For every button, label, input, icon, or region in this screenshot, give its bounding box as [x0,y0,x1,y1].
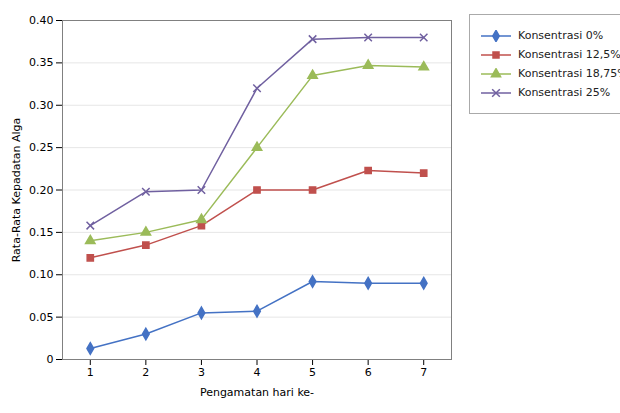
svg-text:0.25: 0.25 [29,141,54,154]
svg-text:3: 3 [198,366,205,379]
svg-text:5: 5 [309,366,316,379]
svg-text:7: 7 [420,366,427,379]
svg-text:0.05: 0.05 [29,311,54,324]
svg-text:Rata-Rata Kepadatan Alga: Rata-Rata Kepadatan Alga [10,118,23,263]
svg-text:4: 4 [254,366,261,379]
svg-text:0.40: 0.40 [29,14,54,27]
svg-text:0.30: 0.30 [29,99,54,112]
svg-text:0.20: 0.20 [29,184,54,197]
svg-text:0.15: 0.15 [29,226,54,239]
html-text:Konsentrasi 25%: Konsentrasi 25% [518,86,611,99]
svg-text:0: 0 [47,353,54,366]
svg-text:0.35: 0.35 [29,56,54,69]
html-text:Konsentrasi 0%: Konsentrasi 0% [518,29,604,42]
svg-text:1: 1 [87,366,94,379]
svg-text:6: 6 [365,366,372,379]
svg-text:2: 2 [142,366,149,379]
svg-text:Pengamatan hari ke-: Pengamatan hari ke- [200,386,314,399]
svg-text:0.10: 0.10 [29,268,54,281]
html-text:Konsentrasi 12,5%: Konsentrasi 12,5% [518,48,620,61]
